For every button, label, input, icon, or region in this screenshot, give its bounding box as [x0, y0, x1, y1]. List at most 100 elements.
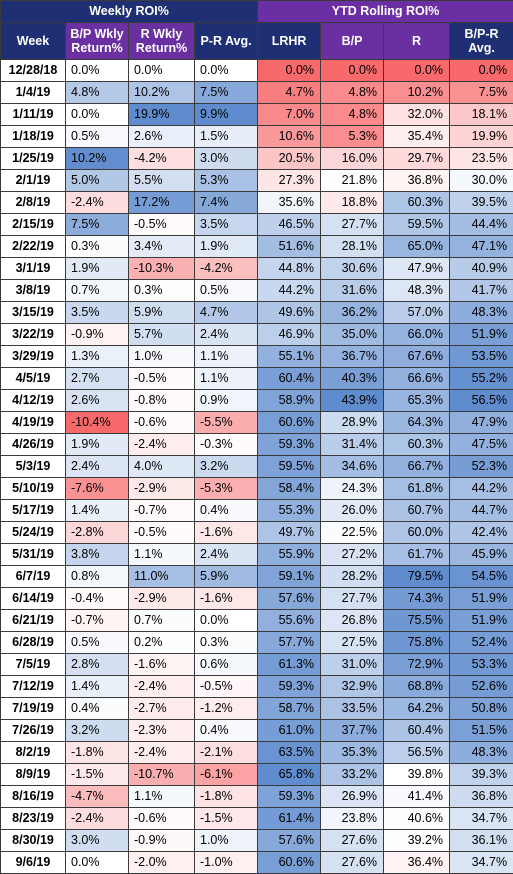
- cell-lrhr: 57.6%: [258, 588, 321, 610]
- cell-bp-wkly: -10.4%: [66, 412, 129, 434]
- cell-lrhr: 59.3%: [258, 676, 321, 698]
- cell-r-wkly: 19.9%: [129, 104, 195, 126]
- cell-r: 60.3%: [384, 192, 450, 214]
- cell-pr-avg: 2.4%: [195, 544, 258, 566]
- cell-week: 5/31/19: [1, 544, 66, 566]
- cell-bp-wkly: -2.8%: [66, 522, 129, 544]
- cell-pr-avg: 0.0%: [195, 60, 258, 82]
- cell-lrhr: 49.7%: [258, 522, 321, 544]
- cell-bp-wkly: 0.0%: [66, 60, 129, 82]
- cell-r: 41.4%: [384, 786, 450, 808]
- cell-bpr-avg: 52.4%: [450, 632, 513, 654]
- cell-pr-avg: 1.1%: [195, 368, 258, 390]
- cell-bp: 27.7%: [321, 588, 384, 610]
- cell-lrhr: 55.9%: [258, 544, 321, 566]
- cell-pr-avg: 0.5%: [195, 280, 258, 302]
- cell-bp-wkly: 0.4%: [66, 698, 129, 720]
- col-header-bp: B/P: [321, 23, 384, 60]
- cell-bpr-avg: 53.3%: [450, 654, 513, 676]
- cell-r-wkly: -0.6%: [129, 412, 195, 434]
- cell-bp: 26.9%: [321, 786, 384, 808]
- cell-bp-wkly: 0.7%: [66, 280, 129, 302]
- cell-week: 4/19/19: [1, 412, 66, 434]
- cell-bpr-avg: 36.1%: [450, 830, 513, 852]
- cell-bpr-avg: 51.5%: [450, 720, 513, 742]
- cell-week: 3/1/19: [1, 258, 66, 280]
- cell-pr-avg: -5.5%: [195, 412, 258, 434]
- cell-bp: 31.6%: [321, 280, 384, 302]
- cell-r-wkly: -2.4%: [129, 434, 195, 456]
- cell-lrhr: 27.3%: [258, 170, 321, 192]
- cell-bp: 34.6%: [321, 456, 384, 478]
- cell-r: 65.0%: [384, 236, 450, 258]
- cell-r: 36.8%: [384, 170, 450, 192]
- cell-pr-avg: -5.3%: [195, 478, 258, 500]
- cell-r: 66.6%: [384, 368, 450, 390]
- cell-bp-wkly: -2.4%: [66, 808, 129, 830]
- cell-bp: 4.8%: [321, 82, 384, 104]
- cell-bpr-avg: 36.8%: [450, 786, 513, 808]
- cell-week: 2/1/19: [1, 170, 66, 192]
- cell-bpr-avg: 48.3%: [450, 302, 513, 324]
- cell-r-wkly: -10.3%: [129, 258, 195, 280]
- cell-r-wkly: 0.3%: [129, 280, 195, 302]
- cell-lrhr: 20.5%: [258, 148, 321, 170]
- cell-r-wkly: -0.9%: [129, 830, 195, 852]
- cell-r: 39.2%: [384, 830, 450, 852]
- cell-pr-avg: -1.0%: [195, 852, 258, 874]
- cell-bp: 27.6%: [321, 830, 384, 852]
- cell-bpr-avg: 47.1%: [450, 236, 513, 258]
- cell-r-wkly: -1.6%: [129, 654, 195, 676]
- cell-bp-wkly: 0.5%: [66, 632, 129, 654]
- cell-week: 8/9/19: [1, 764, 66, 786]
- table-row: 5/24/19-2.8%-0.5%-1.6%49.7%22.5%60.0%42.…: [1, 522, 513, 544]
- cell-pr-avg: -0.3%: [195, 434, 258, 456]
- table-row: 6/21/19-0.7%0.7%0.0%55.6%26.8%75.5%51.9%: [1, 610, 513, 632]
- cell-pr-avg: 1.9%: [195, 236, 258, 258]
- cell-r: 59.5%: [384, 214, 450, 236]
- cell-bp: 5.3%: [321, 126, 384, 148]
- cell-pr-avg: -1.6%: [195, 588, 258, 610]
- cell-pr-avg: 0.3%: [195, 632, 258, 654]
- cell-pr-avg: -1.8%: [195, 786, 258, 808]
- cell-lrhr: 46.5%: [258, 214, 321, 236]
- cell-bp: 37.7%: [321, 720, 384, 742]
- cell-week: 6/7/19: [1, 566, 66, 588]
- cell-bp: 0.0%: [321, 60, 384, 82]
- cell-bp-wkly: 2.4%: [66, 456, 129, 478]
- table-row: 8/9/19-1.5%-10.7%-6.1%65.8%33.2%39.8%39.…: [1, 764, 513, 786]
- cell-bp: 31.4%: [321, 434, 384, 456]
- cell-bp: 33.2%: [321, 764, 384, 786]
- table-row: 4/19/19-10.4%-0.6%-5.5%60.6%28.9%64.3%47…: [1, 412, 513, 434]
- cell-lrhr: 60.4%: [258, 368, 321, 390]
- cell-bp-wkly: 1.3%: [66, 346, 129, 368]
- table-row: 2/8/19-2.4%17.2%7.4%35.6%18.8%60.3%39.5%: [1, 192, 513, 214]
- cell-lrhr: 57.6%: [258, 830, 321, 852]
- cell-bp: 24.3%: [321, 478, 384, 500]
- cell-week: 8/23/19: [1, 808, 66, 830]
- cell-bpr-avg: 47.5%: [450, 434, 513, 456]
- cell-r-wkly: -2.0%: [129, 852, 195, 874]
- cell-lrhr: 51.6%: [258, 236, 321, 258]
- cell-r: 79.5%: [384, 566, 450, 588]
- cell-bpr-avg: 55.2%: [450, 368, 513, 390]
- cell-bpr-avg: 30.0%: [450, 170, 513, 192]
- cell-r-wkly: 3.4%: [129, 236, 195, 258]
- cell-week: 7/5/19: [1, 654, 66, 676]
- cell-bpr-avg: 23.5%: [450, 148, 513, 170]
- cell-bpr-avg: 51.9%: [450, 588, 513, 610]
- cell-r: 75.8%: [384, 632, 450, 654]
- cell-week: 12/28/18: [1, 60, 66, 82]
- cell-r-wkly: -10.7%: [129, 764, 195, 786]
- cell-bp: 4.8%: [321, 104, 384, 126]
- cell-bp-wkly: 0.5%: [66, 126, 129, 148]
- cell-bp-wkly: 2.6%: [66, 390, 129, 412]
- cell-bp-wkly: 1.9%: [66, 434, 129, 456]
